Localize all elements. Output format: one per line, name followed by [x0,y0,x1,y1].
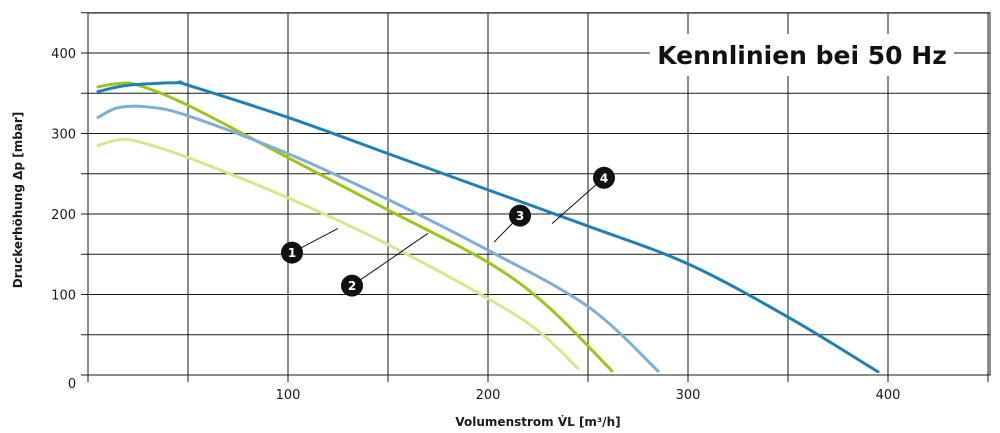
grid [88,12,990,375]
series-marker-2 [341,274,363,297]
origin-label: 0 [68,377,76,392]
x-axis-label: Volumenstrom V̇L [m³/h] [455,415,620,429]
series-marker-4 [593,166,615,189]
series-markers: 1 2 3 4 [281,166,615,297]
series-marker-label: 3 [516,209,524,223]
y-tick-label: 200 [51,208,76,223]
series-marker-label: 1 [288,246,296,260]
series-marker-1 [281,241,303,264]
series-marker-label: 2 [348,279,356,293]
x-tick-label: 300 [676,388,701,403]
x-tick-label: 200 [476,388,501,403]
leader-line-2 [351,232,429,287]
series-marker-3 [509,204,531,227]
series-line-2 [96,81,614,373]
series-group [96,80,880,374]
axis-ticks: 100 200 300 400 100 200 300 400 [51,12,989,403]
x-tick-label: 100 [276,388,301,403]
y-tick-label: 100 [51,289,76,304]
x-tick-label: 400 [876,388,901,403]
leader-lines [291,177,605,287]
y-axis-label: Druckerhöhung Δp [mbar] [11,112,25,289]
y-tick-label: 400 [51,47,76,62]
series-marker-label: 4 [600,171,608,185]
series-line-4 [96,80,880,374]
y-tick-label: 300 [51,128,76,143]
series-line-3 [96,104,660,373]
title-background [650,34,954,76]
series-line-1 [96,137,580,371]
leader-line-4 [551,177,605,225]
chart-title: Kennlinien bei 50 Hz [657,41,947,70]
